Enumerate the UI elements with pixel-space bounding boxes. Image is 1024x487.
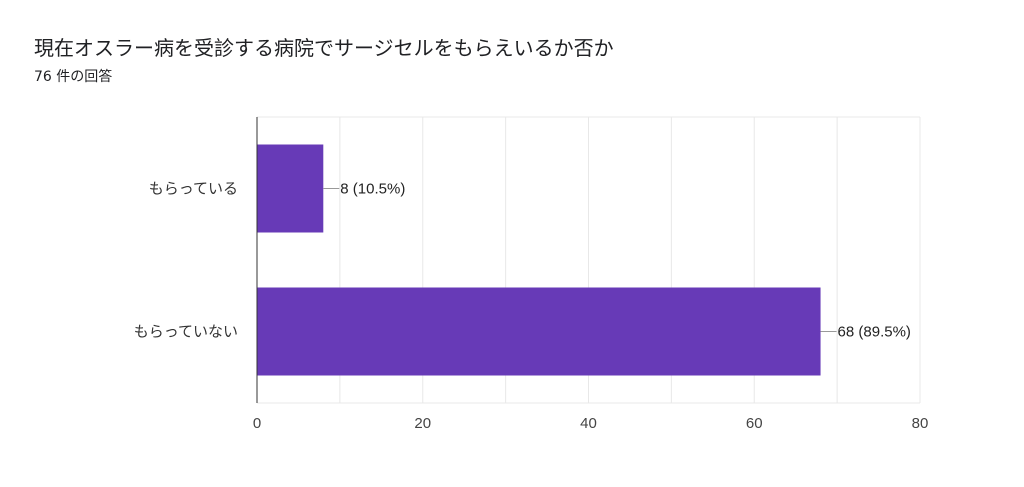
chart-title: 現在オスラー病を受診する病院でサージセルをもらえいるか否か	[34, 36, 614, 60]
category-label: もらっていない	[134, 323, 238, 341]
data-label: 68 (89.5%)	[838, 324, 911, 341]
bar	[257, 144, 324, 233]
x-tick-label: 60	[746, 415, 763, 432]
bar-layer	[257, 144, 821, 376]
response-count: 76 件の回答	[34, 69, 113, 85]
x-tick-label: 0	[253, 415, 261, 432]
x-tick-label: 20	[414, 415, 431, 432]
label-layer: 0 20 40 60 80 もらっている 8 (10.5%) もらっていない 68 (89.5%…	[134, 117, 929, 432]
data-label: 8 (10.5%)	[340, 181, 405, 198]
x-tick-label: 80	[912, 415, 929, 432]
x-tick-label: 40	[580, 415, 597, 432]
bar	[257, 287, 821, 376]
category-label: もらっている	[149, 180, 238, 198]
